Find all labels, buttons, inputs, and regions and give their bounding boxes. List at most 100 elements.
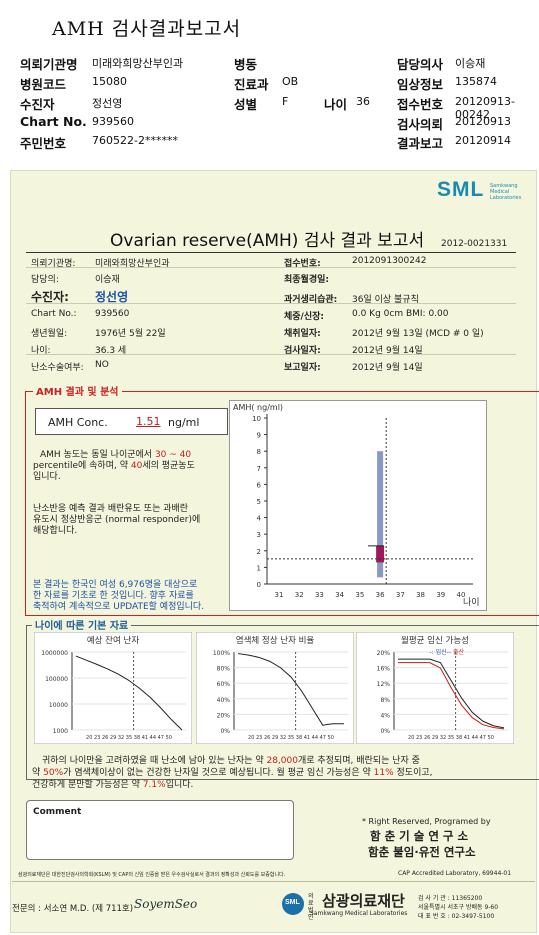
notice-line3: 축적하여 계속적으로 UPDATE할 예정입니다. bbox=[33, 602, 205, 612]
header-label: 접수번호 bbox=[397, 97, 444, 112]
monthly-pregnancy-chart: 월평균 임신 가능성 20% 16% 12% 8% 4% 0% 20 23 26 29 32 … bbox=[356, 632, 514, 744]
info-value: 2012년 9월 13일 (MCD # 0 일) bbox=[352, 329, 484, 339]
response-line1: 난소반응 예측 결과 배란유도 또는 과배란 bbox=[33, 504, 189, 514]
series-line bbox=[398, 662, 505, 730]
equivalent-age: 40 bbox=[130, 461, 143, 471]
x-tick-label: 37 bbox=[396, 591, 405, 599]
analysis-line1: AMH 농도는 동일 나이군에서 30 ~ 40 bbox=[40, 447, 191, 460]
summary-text: 정도이고, bbox=[396, 768, 433, 778]
range-bar bbox=[377, 451, 384, 578]
header-label: 담당의사 bbox=[397, 57, 444, 72]
analysis-text: AMH 농도는 동일 나이군에서 bbox=[40, 450, 153, 460]
header-value: 20120913-00242 bbox=[455, 95, 515, 121]
x-tick-label: 35 bbox=[355, 591, 364, 599]
header-label: Chart No. bbox=[20, 114, 87, 129]
y-tick-label: 80% bbox=[217, 666, 231, 673]
y-tick-label: 0% bbox=[220, 728, 230, 735]
conc-unit: ng/ml bbox=[168, 416, 200, 429]
y-tick-label: 20% bbox=[377, 650, 391, 657]
x-tick-labels: 20 23 26 29 32 35 38 41 44 47 50 bbox=[86, 735, 172, 741]
y-tick-label: 2 bbox=[257, 548, 261, 556]
chart-title: 염색체 정상 난자 비율 bbox=[236, 635, 315, 646]
y-tick-label: 5 bbox=[257, 498, 261, 506]
amh-chart-panel bbox=[229, 400, 487, 611]
legend-delivery: 출산 bbox=[453, 648, 465, 656]
info-label: 접수번호: bbox=[284, 259, 321, 269]
oocyte-count: 28,000 bbox=[266, 756, 298, 766]
info-label: 채취일자: bbox=[284, 329, 321, 339]
analysis-text: 세의 평균농도 bbox=[142, 461, 195, 471]
info-value: 2012년 9월 14일 bbox=[352, 363, 423, 373]
y-tick-label: 6 bbox=[257, 481, 262, 489]
y-tick-label: 0% bbox=[380, 728, 390, 735]
header-label: 나이 bbox=[324, 97, 348, 112]
y-tick-label: 12% bbox=[377, 681, 391, 688]
conc-label: AMH Conc. bbox=[48, 416, 108, 429]
info-value: 36.3 세 bbox=[95, 346, 127, 356]
age-graphs-section bbox=[26, 625, 539, 780]
contact-lab-code: 검 사 기 관 : 11365200 bbox=[418, 895, 483, 902]
header-value: 20120914 bbox=[455, 134, 511, 147]
x-tick-label: 38 bbox=[416, 591, 425, 599]
y-tick-label: 60% bbox=[217, 681, 231, 688]
contact-address: 서울특별시 서초구 방배동 9-60 bbox=[418, 904, 499, 911]
response-line3: 해당합니다. bbox=[33, 526, 78, 536]
amh-section-title: AMH 결과 및 분석 bbox=[33, 383, 122, 398]
series-line bbox=[398, 658, 505, 729]
x-tick-label: 36 bbox=[376, 591, 385, 599]
foundation-logo-icon: SML bbox=[282, 893, 304, 915]
header-label: 수진자 bbox=[20, 97, 55, 112]
report-title: Ovarian reserve(AMH) 검사 결과 보고서 bbox=[110, 231, 425, 251]
header-value: 15080 bbox=[92, 75, 127, 88]
info-value: 0.0 Kg 0cm BMI: 0.00 bbox=[352, 309, 449, 319]
x-tick-label: 40 bbox=[457, 591, 466, 599]
foundation-name-en: Samkwang Medical Laboratories bbox=[310, 910, 408, 917]
normal-ratio: 50% bbox=[43, 768, 64, 778]
header-label: 성별 bbox=[234, 97, 258, 112]
header-label: 결과보고 bbox=[397, 136, 444, 151]
x-tick-labels: 20 23 26 29 32 35 38 41 44 47 50 bbox=[248, 735, 334, 741]
y-axis-label: AMH( ng/ml) bbox=[233, 403, 283, 412]
header-value: 760522-2****** bbox=[92, 134, 178, 147]
y-tick-label: 8 bbox=[257, 448, 261, 456]
summary-text: 가 염색체이상이 없는 건강한 난자일 것으로 예상됩니다. 월 평균 임신 가… bbox=[63, 768, 371, 778]
info-value: 정선영 bbox=[95, 290, 129, 304]
chart-frame bbox=[34, 632, 192, 744]
info-label: 생년월일: bbox=[31, 329, 68, 339]
summary-text: 입니다. bbox=[165, 780, 194, 790]
y-tick-label: 8% bbox=[380, 697, 390, 704]
info-label: 난소수술여부: bbox=[31, 363, 84, 373]
header-value: 이승재 bbox=[455, 57, 486, 70]
y-tick-label: 0 bbox=[257, 581, 261, 589]
header-value: 939560 bbox=[92, 115, 134, 128]
summary-line1: 귀하의 나이만을 고려하였을 때 난소에 남아 있는 난자는 약 28,000개… bbox=[42, 753, 420, 766]
header-label: 병동 bbox=[234, 57, 258, 72]
info-label: 나이: bbox=[31, 346, 51, 356]
info-value: 이승재 bbox=[95, 275, 120, 285]
title-divider bbox=[26, 252, 516, 253]
notice-line2: 한 자료를 기초로 한 것입니다. 향후 자료를 bbox=[33, 591, 194, 601]
x-tick-label: 34 bbox=[335, 591, 344, 599]
y-tick-label: 1000000 bbox=[41, 650, 68, 657]
info-label: 과거생리습관: bbox=[284, 295, 338, 305]
y-tick-label: 40% bbox=[217, 697, 231, 704]
sml-logo: SML bbox=[437, 178, 485, 201]
info-label: Chart No.: bbox=[31, 309, 77, 319]
info-value: 2012091300242 bbox=[352, 256, 427, 266]
info-label: 검사일자: bbox=[284, 346, 321, 356]
y-tick-label: 4% bbox=[380, 712, 390, 719]
header-value: F bbox=[282, 95, 289, 108]
patient-box bbox=[376, 545, 385, 563]
y-tick-label: 10 bbox=[252, 415, 261, 423]
footnote-right: CAP Accredited Laboratory, 69944-01 bbox=[398, 870, 512, 877]
info-value: NO bbox=[95, 360, 109, 370]
y-tick-label: 7 bbox=[257, 465, 261, 473]
pregnancy-rate: 11% bbox=[373, 768, 394, 778]
summary-text: 개로 추정되며, 배란되는 난자 중 bbox=[297, 756, 420, 766]
signature: SoyemSeo bbox=[134, 897, 198, 911]
info-label: 보고일자: bbox=[284, 363, 321, 373]
foundation-name: 삼광의료재단 bbox=[322, 892, 405, 910]
normal-oocyte-ratio-chart: 염색체 정상 난자 비율 100% 80% 60% 40% 20% 0% 20 23 26 2… bbox=[196, 632, 354, 744]
